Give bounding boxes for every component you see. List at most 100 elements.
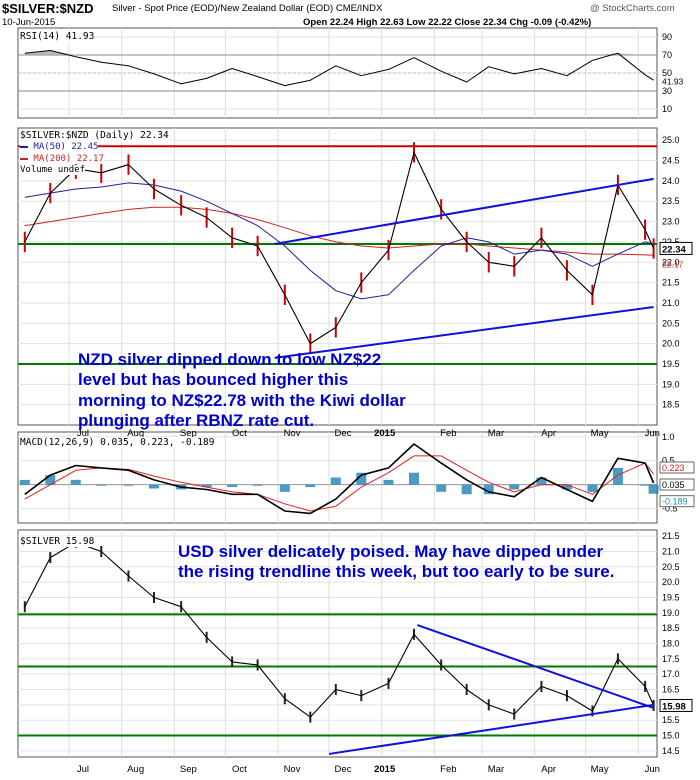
price-y-tick-label: 22.5 (662, 237, 680, 247)
price-x-tick-label: Apr (541, 428, 556, 439)
silver-x-tick-label: Feb (440, 764, 456, 775)
silver-x-tick-label: Jun (645, 764, 660, 775)
volume-legend-label: Volume undef (20, 165, 86, 175)
ma200-legend-label: MA(200) 22.17 (33, 154, 104, 164)
rsi-y-tick-label: 90 (662, 32, 672, 42)
silver-y-tick-label: 19.5 (662, 592, 680, 602)
macd-histogram-bar (227, 484, 238, 488)
silver-x-tick-label: Apr (541, 764, 556, 775)
rsi-y-tick-label: 30 (662, 86, 672, 96)
macd-histogram-bar (461, 484, 472, 495)
usd-annotation: USD silver delicately poised. May have d… (178, 542, 615, 582)
rsi-y-tick-label: 10 (662, 104, 672, 114)
price-trendline (274, 306, 654, 359)
macd-histogram-bar (383, 479, 394, 485)
rsi-y-tick-label: 50 (662, 68, 672, 78)
macd-histogram-bar (45, 475, 56, 485)
price-y-tick-label: 25.0 (662, 135, 680, 145)
macd-histogram-bar (252, 484, 263, 486)
macd-histogram-bar (509, 484, 520, 490)
silver-y-tick-label: 18.5 (662, 623, 680, 633)
price-x-tick-label: Nov (284, 428, 301, 439)
silver-x-tick-label: Oct (232, 764, 247, 775)
rsi-line (24, 50, 654, 87)
price-y-tick-label: 18.5 (662, 400, 680, 410)
price-y-tick-label: 24.5 (662, 156, 680, 166)
ma200-last-label: 22.17 (662, 259, 684, 269)
price-trendline (274, 177, 654, 245)
macd-histogram-bar (356, 472, 367, 485)
rsi-y-tick-label: 70 (662, 50, 672, 60)
silver-x-tick-label: Mar (488, 764, 504, 775)
macd-histogram-bar (305, 484, 316, 488)
silver-last-box (659, 698, 693, 712)
price-last-label: 22.34 (662, 244, 686, 255)
macd-title: MACD(12,26,9) 0.035, 0.223, -0.189 (20, 437, 215, 448)
macd-title-label: MACD(12,26,9) 0.035, 0.223, -0.189 (20, 437, 215, 448)
macd-signal-line (24, 455, 654, 512)
silver-x-tick-label: Dec (335, 764, 352, 775)
silver-y-tick-label: 21.0 (662, 546, 680, 556)
silver-y-tick-label: 15.5 (662, 715, 680, 725)
chart-date: 10-Jun-2015 (2, 17, 56, 28)
price-x-tick-label: Feb (440, 428, 456, 439)
silver-line (24, 541, 655, 718)
silver-y-tick-label: 14.5 (662, 746, 680, 756)
rsi-overbought-fill (617, 53, 646, 55)
macd-value-box (659, 495, 695, 508)
silver-y-tick-label: 15.0 (662, 731, 680, 741)
macd-histogram-bar (536, 477, 547, 485)
macd-histogram-bar (279, 484, 290, 492)
macd-y-tick-label: 1.0 (662, 432, 675, 442)
price-x-tick-label: May (591, 428, 609, 439)
price-y-tick-label: 23.0 (662, 217, 680, 227)
price-x-tick-label: Jul (77, 428, 89, 439)
price-panel-frame (17, 127, 658, 426)
silver-x-tick-label: Sep (180, 764, 197, 775)
macd-histogram-bar (70, 479, 81, 485)
nzd-annotation: NZD silver dipped down to low NZ$22 leve… (78, 350, 406, 431)
price-x-tick-label: Aug (127, 428, 144, 439)
silver-y-tick-label: 20.0 (662, 577, 680, 587)
silver-x-tick-label: Aug (127, 764, 144, 775)
silver-y-tick-label: 21.5 (662, 531, 680, 541)
macd-histogram-bar (201, 484, 212, 488)
macd-histogram-bar (330, 477, 341, 485)
price-y-tick-label: 23.5 (662, 196, 680, 206)
macd-histogram-bar (612, 467, 623, 485)
silver-x-tick-label: May (591, 764, 609, 775)
macd-histogram-bar (436, 484, 447, 492)
macd-value-box (659, 478, 695, 491)
chart-exchange: CME/INDX (335, 3, 383, 14)
ma50-legend: MA(50) 22.45 (20, 142, 99, 152)
price-x-tick-label: Sep (180, 428, 197, 439)
macd-histogram-bar (408, 472, 419, 485)
price-last-box (659, 241, 693, 255)
price-line (24, 151, 655, 345)
macd-histogram-bar (483, 484, 494, 495)
rsi-title: RSI(14) 41.93 (20, 31, 95, 42)
macd-value-box (659, 461, 695, 474)
price-x-tick-label: Oct (232, 428, 247, 439)
silver-y-tick-label: 17.0 (662, 669, 680, 679)
silver-last-label: 15.98 (662, 701, 686, 712)
chart-description-text: Silver - Spot Price (EOD)/New Zealand Do… (112, 3, 334, 14)
price-x-tick-label: Dec (335, 428, 352, 439)
ma50-line (24, 182, 654, 300)
price-y-tick-label: 19.0 (662, 379, 680, 389)
silver-x-tick-label: 2015 (374, 764, 396, 775)
price-y-tick-label: 19.5 (662, 359, 680, 369)
silver-title: $SILVER 15.98 (20, 536, 95, 547)
macd-histogram-bar (19, 479, 30, 485)
macd-value-label: 0.223 (662, 463, 685, 473)
macd-histogram-bar (123, 484, 134, 486)
ma200-line (24, 206, 654, 256)
macd-y-tick-label: 0.5 (662, 456, 675, 466)
silver-y-tick-label: 17.5 (662, 654, 680, 664)
silver-x-tick-label: Nov (284, 764, 301, 775)
macd-histogram-bar (648, 484, 659, 494)
ma50-legend-label: MA(50) 22.45 (33, 142, 99, 152)
price-y-tick-label: 22.0 (662, 257, 680, 267)
price-y-tick-label: 24.0 (662, 176, 680, 186)
